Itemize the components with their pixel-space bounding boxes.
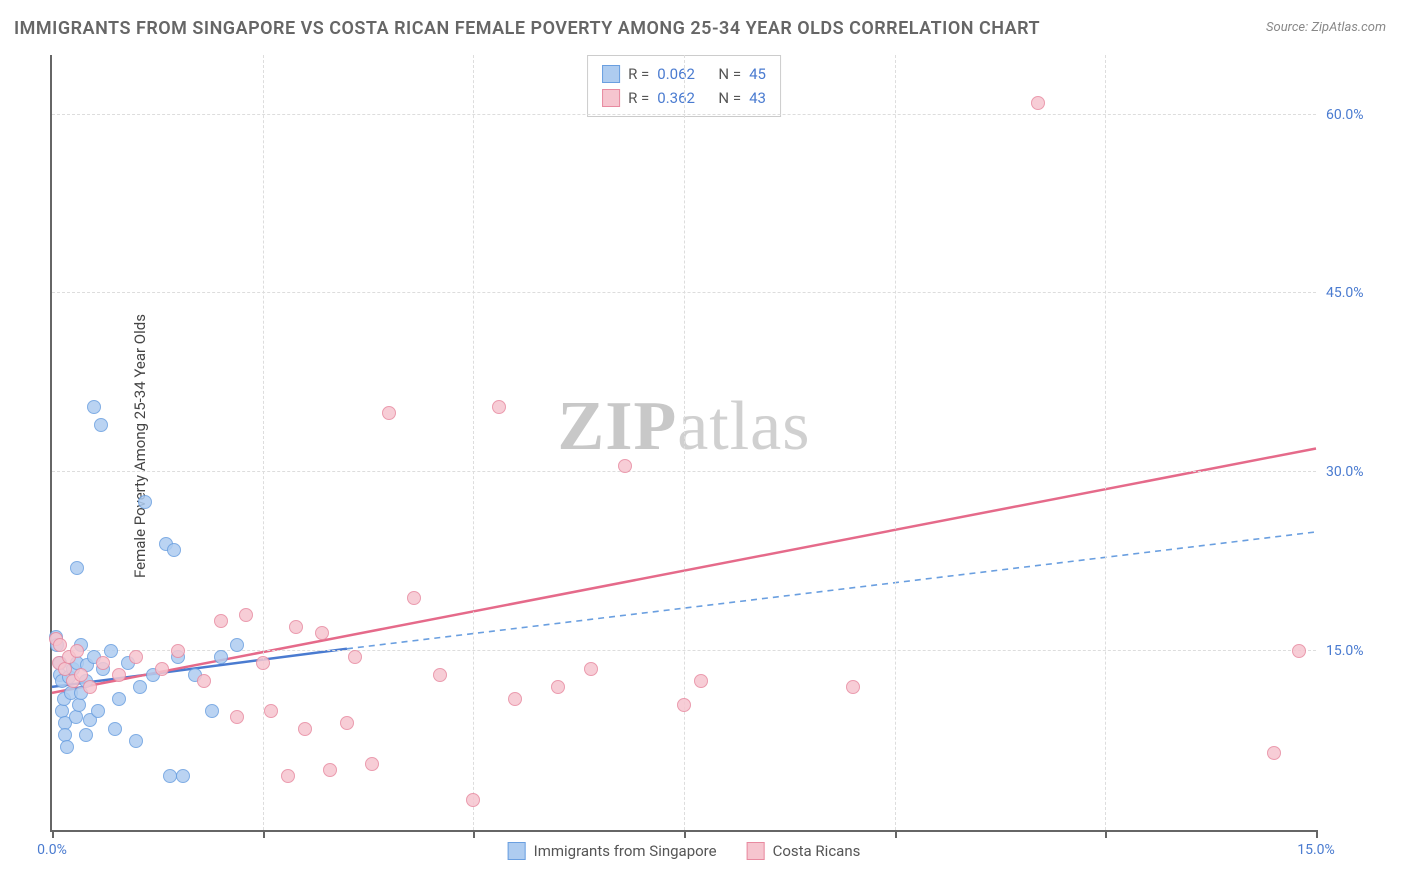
scatter-point-costa_rican xyxy=(348,650,362,664)
scatter-point-singapore xyxy=(60,740,74,754)
gridline-v xyxy=(263,55,264,830)
legend-label: Immigrants from Singapore xyxy=(534,842,717,860)
scatter-point-costa_rican xyxy=(551,680,565,694)
scatter-point-singapore xyxy=(214,650,228,664)
y-tick-label: 60.0% xyxy=(1326,107,1386,123)
scatter-point-costa_rican xyxy=(407,591,421,605)
scatter-point-costa_rican xyxy=(323,763,337,777)
scatter-point-singapore xyxy=(230,638,244,652)
scatter-point-singapore xyxy=(112,692,126,706)
scatter-point-costa_rican xyxy=(846,680,860,694)
scatter-point-costa_rican xyxy=(492,400,506,414)
x-tick xyxy=(1316,830,1318,838)
gridline-v xyxy=(473,55,474,830)
scatter-point-costa_rican xyxy=(281,769,295,783)
scatter-point-costa_rican xyxy=(289,620,303,634)
scatter-point-singapore xyxy=(138,495,152,509)
scatter-point-costa_rican xyxy=(433,668,447,682)
scatter-point-singapore xyxy=(205,704,219,718)
scatter-point-costa_rican xyxy=(197,674,211,688)
swatch-singapore xyxy=(508,842,526,860)
scatter-point-costa_rican xyxy=(256,656,270,670)
legend-item-singapore: Immigrants from Singapore xyxy=(508,842,717,860)
r-value: 0.062 xyxy=(657,62,695,86)
gridline-v xyxy=(895,55,896,830)
swatch-costa-rican xyxy=(602,89,620,107)
scatter-point-singapore xyxy=(108,722,122,736)
scatter-point-costa_rican xyxy=(239,608,253,622)
scatter-point-costa_rican xyxy=(1292,644,1306,658)
source-prefix: Source: xyxy=(1266,20,1311,35)
scatter-point-singapore xyxy=(176,769,190,783)
scatter-point-singapore xyxy=(129,734,143,748)
legend-label: Costa Ricans xyxy=(773,842,861,860)
source-name: ZipAtlas.com xyxy=(1311,20,1386,35)
scatter-point-singapore xyxy=(87,400,101,414)
scatter-point-costa_rican xyxy=(508,692,522,706)
swatch-singapore xyxy=(602,65,620,83)
scatter-point-costa_rican xyxy=(96,656,110,670)
scatter-point-singapore xyxy=(94,418,108,432)
x-tick xyxy=(684,830,686,838)
scatter-point-singapore xyxy=(91,704,105,718)
scatter-point-singapore xyxy=(69,710,83,724)
x-tick-label: 15.0% xyxy=(1297,842,1335,858)
gridline-v xyxy=(1105,55,1106,830)
scatter-point-costa_rican xyxy=(70,644,84,658)
x-tick xyxy=(1105,830,1107,838)
scatter-point-costa_rican xyxy=(129,650,143,664)
scatter-point-singapore xyxy=(133,680,147,694)
scatter-point-costa_rican xyxy=(230,710,244,724)
scatter-point-singapore xyxy=(79,728,93,742)
x-tick xyxy=(473,830,475,838)
gridline-v xyxy=(684,55,685,830)
scatter-point-costa_rican xyxy=(466,793,480,807)
scatter-point-costa_rican xyxy=(171,644,185,658)
scatter-point-costa_rican xyxy=(618,459,632,473)
scatter-point-costa_rican xyxy=(264,704,278,718)
bottom-legend: Immigrants from Singapore Costa Ricans xyxy=(508,842,861,860)
swatch-costa-rican xyxy=(747,842,765,860)
scatter-point-costa_rican xyxy=(382,406,396,420)
scatter-point-costa_rican xyxy=(1031,96,1045,110)
scatter-point-costa_rican xyxy=(112,668,126,682)
x-tick xyxy=(895,830,897,838)
chart-container: IMMIGRANTS FROM SINGAPORE VS COSTA RICAN… xyxy=(0,0,1406,892)
scatter-point-singapore xyxy=(72,698,86,712)
scatter-point-costa_rican xyxy=(83,680,97,694)
x-tick-label: 0.0% xyxy=(37,842,67,858)
n-label: N = xyxy=(718,86,741,110)
scatter-point-costa_rican xyxy=(694,674,708,688)
scatter-point-costa_rican xyxy=(340,716,354,730)
r-label: R = xyxy=(628,86,649,110)
x-tick xyxy=(263,830,265,838)
plot-area: ZIPatlas R = 0.062 N = 45 R = 0.362 N = … xyxy=(50,55,1316,832)
x-tick xyxy=(52,830,54,838)
scatter-point-costa_rican xyxy=(298,722,312,736)
legend-item-costa-rican: Costa Ricans xyxy=(747,842,861,860)
scatter-point-costa_rican xyxy=(365,757,379,771)
r-label: R = xyxy=(628,62,649,86)
scatter-point-costa_rican xyxy=(1267,746,1281,760)
r-value: 0.362 xyxy=(657,86,695,110)
y-tick-label: 45.0% xyxy=(1326,285,1386,301)
scatter-point-singapore xyxy=(70,561,84,575)
n-value: 43 xyxy=(749,86,766,110)
scatter-point-costa_rican xyxy=(214,614,228,628)
scatter-point-costa_rican xyxy=(315,626,329,640)
y-tick-label: 30.0% xyxy=(1326,464,1386,480)
chart-title: IMMIGRANTS FROM SINGAPORE VS COSTA RICAN… xyxy=(14,18,1040,39)
n-label: N = xyxy=(718,62,741,86)
scatter-point-costa_rican xyxy=(584,662,598,676)
source-attribution: Source: ZipAtlas.com xyxy=(1266,20,1386,35)
y-tick-label: 15.0% xyxy=(1326,643,1386,659)
scatter-point-singapore xyxy=(167,543,181,557)
scatter-point-costa_rican xyxy=(155,662,169,676)
scatter-point-costa_rican xyxy=(677,698,691,712)
n-value: 45 xyxy=(749,62,766,86)
